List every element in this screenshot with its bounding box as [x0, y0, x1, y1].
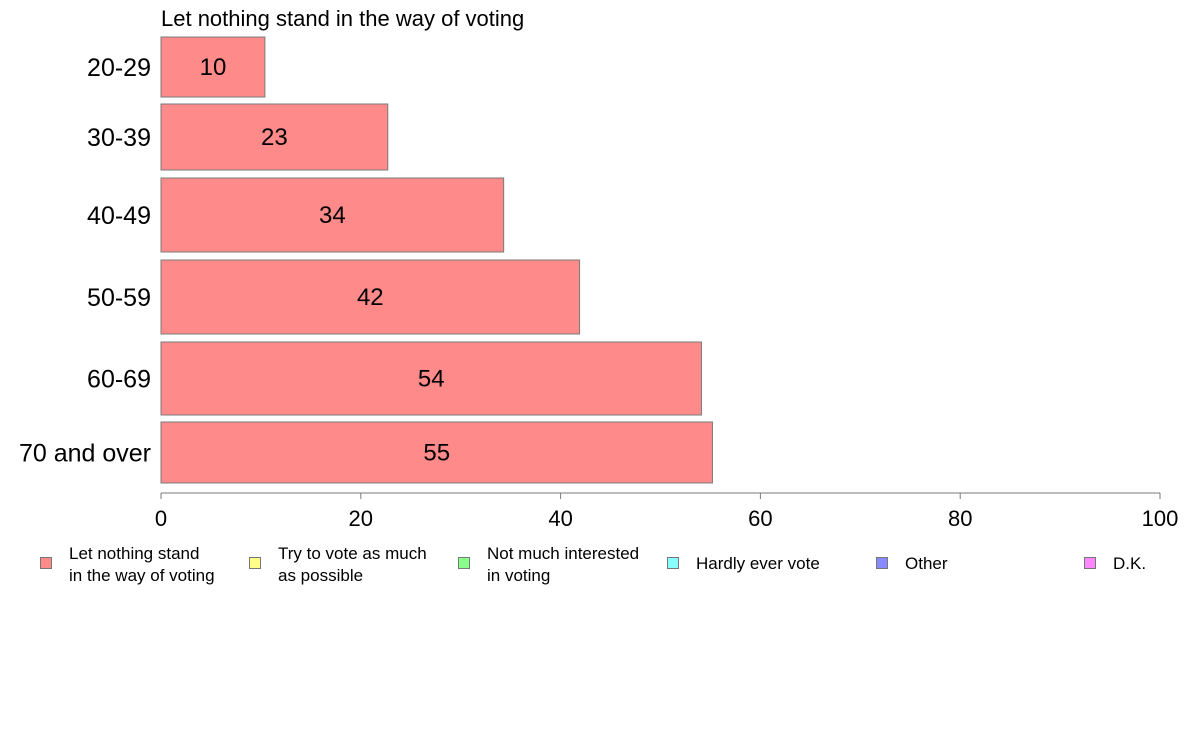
category-label: 70 and over: [19, 440, 151, 468]
legend-label: Hardly ever vote: [696, 554, 820, 573]
legend-swatch: [1084, 557, 1096, 569]
x-tick-label: 60: [748, 506, 772, 531]
legend-item: Try to vote as much as possible: [249, 543, 427, 587]
category-label: 30-39: [87, 124, 151, 152]
legend: Let nothing stand in the way of voting Tr…: [0, 543, 1188, 593]
bar-20-29: [160, 36, 266, 98]
category-label: 50-59: [87, 284, 151, 312]
legend-item: Not much interested in voting: [458, 543, 639, 587]
legend-item: Other: [876, 543, 948, 575]
data-label: 10: [200, 54, 227, 81]
data-label: 55: [423, 440, 450, 467]
x-tick-label: 40: [548, 506, 572, 531]
data-label: 34: [319, 202, 346, 229]
bar-30-39: [160, 103, 389, 171]
legend-swatch: [40, 557, 52, 569]
bar-40-49: [160, 177, 505, 253]
bar-60-69: [160, 341, 702, 416]
category-label: 60-69: [87, 366, 151, 394]
bar-50-59: [160, 259, 581, 335]
legend-swatch: [667, 557, 679, 569]
data-label: 23: [261, 124, 288, 151]
chart-title: Let nothing stand in the way of voting: [161, 6, 524, 31]
x-tick-label: 20: [349, 506, 373, 531]
legend-label: D.K.: [1113, 554, 1147, 573]
x-tick-label: 80: [948, 506, 972, 531]
legend-label: Try to vote as much as possible: [278, 544, 427, 585]
category-label: 20-29: [87, 54, 151, 82]
legend-label: Other: [905, 554, 948, 573]
legend-swatch: [458, 557, 470, 569]
legend-label: Not much interested in voting: [487, 544, 640, 585]
legend-item: D.K.: [1084, 543, 1146, 575]
legend-item: Let nothing stand in the way of voting: [40, 543, 215, 587]
category-label: 40-49: [87, 202, 151, 230]
x-tick-label: 100: [1142, 506, 1179, 531]
legend-swatch: [876, 557, 888, 569]
legend-swatch: [249, 557, 261, 569]
legend-label: Let nothing stand in the way of voting: [69, 544, 215, 585]
legend-item: Hardly ever vote: [667, 543, 820, 575]
data-label: 42: [357, 284, 384, 311]
x-tick-label: 0: [155, 506, 167, 531]
data-label: 54: [418, 366, 445, 393]
bar-chart: Let nothing stand in the way of voting 1…: [19, 6, 1179, 531]
bar-70-and-over: [160, 421, 713, 484]
